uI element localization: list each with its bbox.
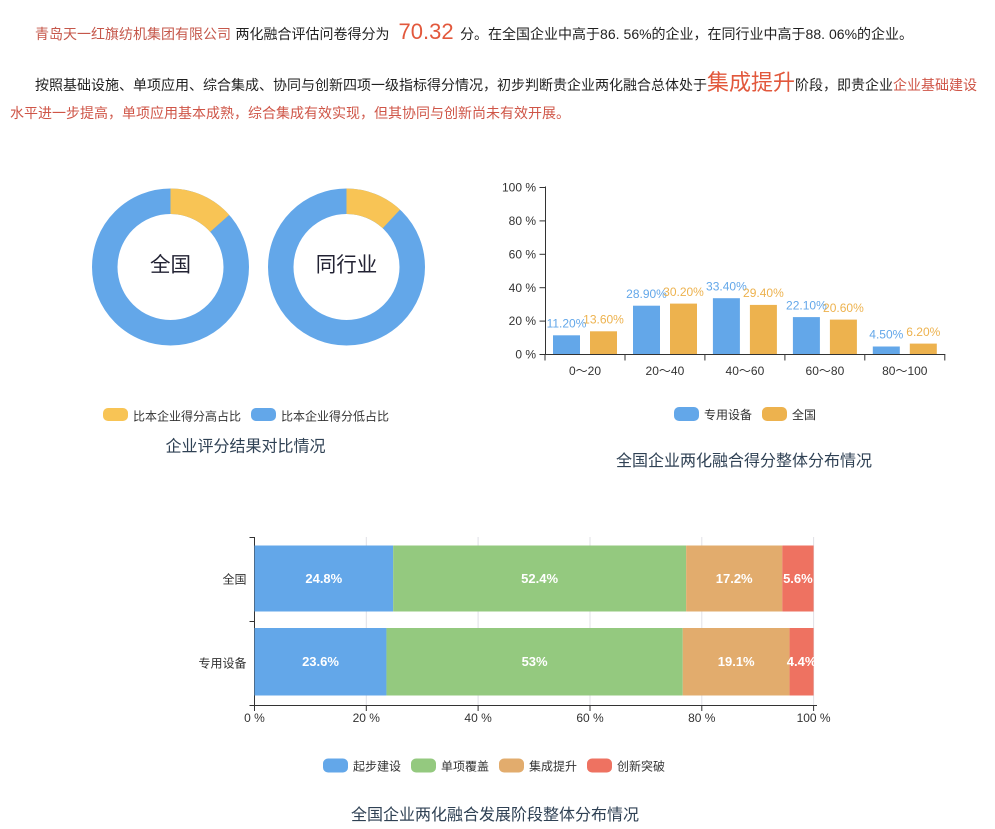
- svg-text:60～80: 60～80: [806, 364, 845, 378]
- svg-text:专用设备: 专用设备: [704, 407, 752, 422]
- svg-text:企业评分结果对比情况: 企业评分结果对比情况: [165, 438, 325, 456]
- svg-text:33.40%: 33.40%: [706, 279, 747, 293]
- svg-text:比本企业得分高占比: 比本企业得分高占比: [133, 409, 241, 424]
- svg-text:5.6%: 5.6%: [783, 571, 813, 586]
- svg-text:比本企业得分低占比: 比本企业得分低占比: [281, 409, 389, 424]
- svg-text:100 %: 100 %: [797, 711, 831, 725]
- svg-text:0 %: 0 %: [515, 348, 536, 362]
- svg-text:60 %: 60 %: [576, 711, 604, 725]
- svg-text:4.50%: 4.50%: [869, 328, 903, 342]
- svg-text:全国企业两化融合发展阶段整体分布情况: 全国企业两化融合发展阶段整体分布情况: [351, 806, 639, 824]
- svg-text:20～40: 20～40: [646, 364, 685, 378]
- svg-text:6.20%: 6.20%: [906, 325, 940, 339]
- svg-text:19.1%: 19.1%: [718, 654, 755, 669]
- svg-text:创新突破: 创新突破: [617, 759, 665, 774]
- svg-text:53%: 53%: [522, 654, 548, 669]
- svg-text:13.60%: 13.60%: [583, 313, 624, 327]
- svg-text:22.10%: 22.10%: [786, 298, 827, 312]
- svg-text:11.20%: 11.20%: [547, 317, 587, 331]
- svg-text:23.6%: 23.6%: [302, 654, 339, 669]
- svg-text:专用设备: 专用设备: [198, 656, 246, 671]
- svg-text:20.60%: 20.60%: [823, 301, 864, 315]
- svg-text:40 %: 40 %: [509, 281, 537, 295]
- svg-text:单项覆盖: 单项覆盖: [441, 760, 489, 774]
- svg-text:29.40%: 29.40%: [743, 286, 784, 300]
- svg-text:全国企业两化融合得分整体分布情况: 全国企业两化融合得分整体分布情况: [616, 452, 872, 470]
- svg-text:60 %: 60 %: [509, 247, 537, 261]
- svg-text:17.2%: 17.2%: [716, 571, 753, 586]
- svg-text:80～100: 80～100: [882, 364, 928, 378]
- svg-text:全国: 全国: [222, 572, 246, 587]
- svg-text:30.20%: 30.20%: [663, 285, 704, 299]
- svg-text:40 %: 40 %: [464, 711, 492, 725]
- svg-text:全国: 全国: [792, 407, 816, 422]
- svg-text:全国: 全国: [150, 254, 191, 277]
- svg-text:0～20: 0～20: [569, 364, 601, 378]
- svg-text:20 %: 20 %: [509, 314, 537, 328]
- svg-text:集成提升: 集成提升: [529, 759, 577, 774]
- svg-text:0 %: 0 %: [244, 711, 265, 725]
- svg-text:80 %: 80 %: [688, 711, 716, 725]
- svg-text:24.8%: 24.8%: [305, 571, 342, 586]
- svg-text:28.90%: 28.90%: [626, 287, 667, 301]
- svg-text:起步建设: 起步建设: [353, 760, 401, 774]
- svg-text:4.4%: 4.4%: [787, 654, 817, 669]
- svg-text:40～60: 40～60: [726, 364, 765, 378]
- svg-text:80 %: 80 %: [509, 214, 537, 228]
- svg-text:100 %: 100 %: [502, 181, 536, 195]
- svg-text:20 %: 20 %: [353, 711, 381, 725]
- svg-text:52.4%: 52.4%: [521, 571, 558, 586]
- svg-text:同行业: 同行业: [316, 254, 378, 277]
